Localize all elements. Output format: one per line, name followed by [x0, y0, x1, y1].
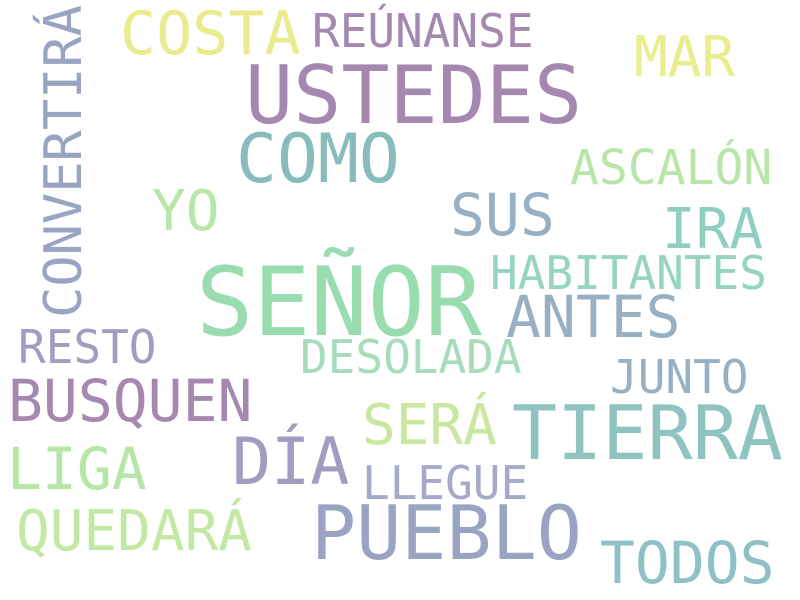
word-costa: COSTA	[120, 0, 301, 69]
word-como: COMO	[236, 120, 400, 199]
word-ira: IRA	[662, 197, 764, 262]
word-busquen: BUSQUEN	[8, 367, 253, 435]
word-reunanse: REÚNANSE	[312, 4, 534, 58]
word-desolada: DESOLADA	[300, 330, 522, 384]
word-ustedes: USTEDES	[245, 49, 583, 142]
word-junto: JUNTO	[610, 350, 749, 404]
word-todos: TODOS	[600, 529, 775, 597]
word-pueblo: PUEBLO	[311, 489, 582, 577]
word-dia: DÍA	[232, 425, 350, 500]
word-quedara: QUEDARÁ	[16, 499, 253, 564]
word-resto: RESTO	[18, 320, 157, 374]
word-ascalon: ASCALÓN	[570, 140, 773, 196]
word-convertira: CONVERTIRÁ	[34, 4, 94, 318]
word-llegue: LLEGUE	[362, 456, 529, 510]
word-habitantes: HABITANTES	[490, 246, 767, 300]
word-antes: ANTES	[506, 283, 681, 351]
word-tierra: TIERRA	[512, 389, 783, 477]
word-sera: SERÁ	[362, 393, 497, 458]
word-mar: MAR	[634, 25, 736, 90]
word-yo: YO	[152, 179, 220, 244]
word-senor: SEÑOR	[196, 248, 482, 358]
word-liga: LIGA	[7, 435, 147, 503]
word-sus: SUS	[450, 181, 555, 249]
